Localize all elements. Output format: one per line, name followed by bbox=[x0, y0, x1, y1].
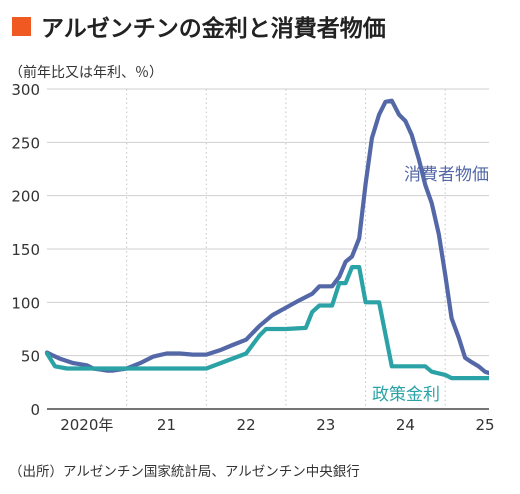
y-tick-label: 0 bbox=[30, 401, 40, 419]
x-tick-label: 25 bbox=[475, 416, 494, 434]
series-layer bbox=[44, 98, 489, 381]
series-label-1: 消費者物価 bbox=[404, 165, 489, 185]
title-marker-square bbox=[12, 16, 31, 36]
grid-layer bbox=[47, 88, 489, 409]
y-tick-label: 200 bbox=[11, 188, 40, 206]
x-tick-label: 21 bbox=[157, 416, 176, 434]
y-tick-label: 150 bbox=[11, 241, 40, 259]
source-note: （出所）アルゼンチン国家統計局、アルゼンチン中央銀行 bbox=[9, 464, 360, 480]
y-tick-label: 300 bbox=[11, 81, 40, 99]
y-tick-label: 50 bbox=[21, 348, 40, 366]
x-tick-label: 22 bbox=[237, 416, 256, 434]
x-tick-label: 23 bbox=[316, 416, 335, 434]
series-line-2 bbox=[44, 265, 489, 381]
y-tick-label: 250 bbox=[11, 134, 40, 152]
unit-label: （前年比又は年利、％） bbox=[9, 65, 163, 81]
axis-layer: 0 50 100 150 200 250 300 2020年 21 22 23 24 25 bbox=[11, 81, 494, 434]
x-tick-label: 24 bbox=[396, 416, 415, 434]
series-label-2: 政策金利 bbox=[372, 385, 440, 405]
chart-title: アルゼンチンの金利と消費者物価 bbox=[41, 16, 386, 42]
y-tick-label: 100 bbox=[11, 294, 40, 312]
title-row: アルゼンチンの金利と消費者物価 bbox=[12, 10, 386, 42]
x-tick-label: 2020年 bbox=[60, 416, 113, 434]
